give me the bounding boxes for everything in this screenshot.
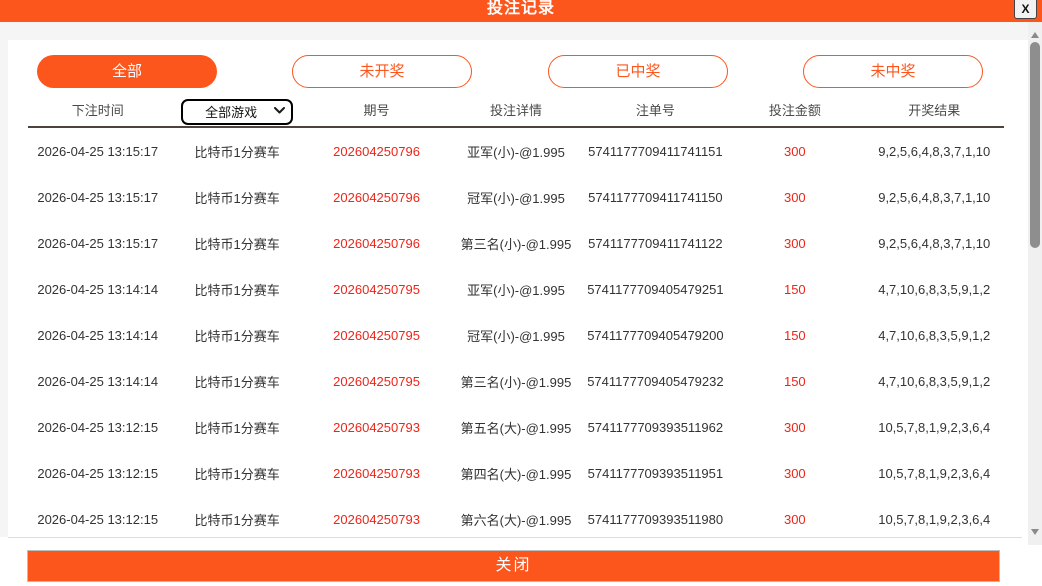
cell-bet-time: 2026-04-25 13:15:17: [37, 143, 159, 159]
table-header-row: 下注时间 全部游戏 期号 投注详情 注单号 投注金额 开奖结果: [28, 99, 1004, 128]
scrollbar-down-arrow-icon[interactable]: [1031, 529, 1039, 535]
cell-bet-time: 2026-04-25 13:14:14: [37, 281, 159, 297]
cell-result: 9,2,5,6,4,8,3,7,1,10: [878, 189, 991, 205]
close-button[interactable]: 关闭: [27, 550, 1000, 582]
cell-bet-detail: 第四名(大)-@1.995: [460, 466, 572, 482]
column-header-period: 期号: [363, 103, 390, 118]
table-row[interactable]: 2026-04-25 13:15:17 比特币1分赛车 202604250796…: [28, 128, 1004, 174]
cell-order-no: 5741177709405479232: [587, 373, 724, 389]
cell-bet-detail: 冠军(小)-@1.995: [467, 328, 565, 344]
cell-game: 比特币1分赛车: [194, 420, 280, 436]
cell-order-no: 5741177709393511980: [587, 511, 724, 527]
table-row[interactable]: 2026-04-25 13:12:15 比特币1分赛车 202604250793…: [28, 450, 1004, 496]
cell-result: 4,7,10,6,8,3,5,9,1,2: [878, 373, 991, 389]
cell-period: 202604250793: [333, 419, 420, 435]
cell-bet-time: 2026-04-25 13:14:14: [37, 373, 159, 389]
table-row[interactable]: 2026-04-25 13:14:14 比特币1分赛车 202604250795…: [28, 266, 1004, 312]
column-header-result: 开奖结果: [908, 103, 961, 118]
cell-amount: 150: [783, 327, 806, 343]
cell-game: 比特币1分赛车: [194, 374, 280, 390]
cell-amount: 300: [783, 511, 806, 527]
cell-game: 比特币1分赛车: [194, 236, 280, 252]
cell-game: 比特币1分赛车: [194, 328, 280, 344]
cell-order-no: 5741177709393511951: [587, 465, 724, 481]
cell-amount: 300: [783, 143, 806, 159]
cell-order-no: 5741177709411741151: [588, 143, 723, 159]
cell-period: 202604250795: [333, 281, 420, 297]
cell-game: 比特币1分赛车: [194, 466, 280, 482]
scrollbar-thumb[interactable]: [1030, 42, 1040, 248]
column-header-bet-amount: 投注金额: [768, 103, 821, 118]
cell-bet-time: 2026-04-25 13:12:15: [37, 419, 159, 435]
cell-bet-detail: 第三名(小)-@1.995: [460, 374, 572, 390]
cell-bet-detail: 亚军(小)-@1.995: [467, 144, 565, 160]
cell-bet-time: 2026-04-25 13:12:15: [37, 465, 159, 481]
column-header-order-no: 注单号: [635, 103, 675, 118]
cell-result: 4,7,10,6,8,3,5,9,1,2: [878, 281, 991, 297]
cell-bet-time: 2026-04-25 13:14:14: [37, 327, 159, 343]
close-x-button[interactable]: X: [1014, 0, 1037, 19]
modal-titlebar: 投注记录: [0, 0, 1042, 22]
page-background-band: [0, 22, 1042, 40]
cell-order-no: 5741177709405479251: [587, 281, 724, 297]
cell-game: 比特币1分赛车: [194, 512, 280, 528]
cell-game: 比特币1分赛车: [194, 190, 280, 206]
cell-result: 9,2,5,6,4,8,3,7,1,10: [878, 143, 991, 159]
cell-order-no: 5741177709411741150: [588, 189, 723, 205]
filter-button-lost[interactable]: 未中奖: [803, 55, 983, 88]
table-row[interactable]: 2026-04-25 13:15:17 比特币1分赛车 202604250796…: [28, 220, 1004, 266]
cell-order-no: 5741177709393511962: [587, 419, 724, 435]
cell-amount: 300: [783, 465, 806, 481]
cell-game: 比特币1分赛车: [194, 144, 280, 160]
cell-result: 4,7,10,6,8,3,5,9,1,2: [878, 327, 991, 343]
cell-bet-time: 2026-04-25 13:15:17: [37, 235, 159, 251]
scrollbar-up-arrow-icon[interactable]: [1031, 32, 1039, 38]
cell-bet-detail: 第三名(小)-@1.995: [460, 236, 572, 252]
cell-period: 202604250796: [333, 189, 420, 205]
filter-bar: 全部 未开奖 已中奖 未中奖: [8, 55, 1022, 89]
game-filter-select[interactable]: 全部游戏: [181, 99, 294, 125]
cell-bet-detail: 亚军(小)-@1.995: [467, 282, 565, 298]
cell-period: 202604250793: [333, 465, 420, 481]
table-row[interactable]: 2026-04-25 13:14:14 比特币1分赛车 202604250795…: [28, 312, 1004, 358]
column-header-bet-detail: 投注详情: [489, 103, 542, 118]
cell-bet-detail: 第六名(大)-@1.995: [460, 512, 572, 528]
cell-period: 202604250795: [333, 373, 420, 389]
page-gutter-left: [0, 22, 8, 537]
table-row[interactable]: 2026-04-25 13:12:15 比特币1分赛车 202604250793…: [28, 404, 1004, 450]
cell-game: 比特币1分赛车: [194, 282, 280, 298]
table-row[interactable]: 2026-04-25 13:12:15 比特币1分赛车 202604250793…: [28, 496, 1004, 537]
filter-button-won[interactable]: 已中奖: [548, 55, 728, 88]
cell-bet-time: 2026-04-25 13:15:17: [37, 189, 159, 205]
cell-bet-detail: 冠军(小)-@1.995: [467, 190, 565, 206]
cell-bet-detail: 第五名(大)-@1.995: [460, 420, 572, 436]
cell-amount: 300: [783, 235, 806, 251]
cell-result: 10,5,7,8,1,9,2,3,6,4: [878, 511, 991, 527]
cell-period: 202604250793: [333, 511, 420, 527]
vertical-scrollbar[interactable]: [1028, 22, 1042, 545]
cell-amount: 300: [783, 419, 806, 435]
content-panel: 全部 未开奖 已中奖 未中奖 下注时间 全部游戏 期号 投注详情 注单号 投注金…: [8, 40, 1022, 538]
cell-result: 10,5,7,8,1,9,2,3,6,4: [878, 419, 991, 435]
cell-period: 202604250795: [333, 327, 420, 343]
game-filter-wrap: 全部游戏: [167, 99, 306, 126]
table-row[interactable]: 2026-04-25 13:14:14 比特币1分赛车 202604250795…: [28, 358, 1004, 404]
column-header-bet-time: 下注时间: [71, 103, 124, 118]
cell-bet-time: 2026-04-25 13:12:15: [37, 511, 159, 527]
cell-amount: 300: [783, 189, 806, 205]
cell-order-no: 5741177709411741122: [588, 235, 723, 251]
cell-result: 9,2,5,6,4,8,3,7,1,10: [878, 235, 991, 251]
filter-button-pending[interactable]: 未开奖: [292, 55, 472, 88]
table-row[interactable]: 2026-04-25 13:15:17 比特币1分赛车 202604250796…: [28, 174, 1004, 220]
cell-order-no: 5741177709405479200: [587, 327, 724, 343]
cell-amount: 150: [783, 373, 806, 389]
cell-amount: 150: [783, 281, 806, 297]
filter-button-all[interactable]: 全部: [37, 55, 217, 88]
cell-period: 202604250796: [333, 143, 420, 159]
cell-result: 10,5,7,8,1,9,2,3,6,4: [878, 465, 991, 481]
cell-period: 202604250796: [333, 235, 420, 251]
modal-title: 投注记录: [486, 0, 555, 17]
table-body: 2026-04-25 13:15:17 比特币1分赛车 202604250796…: [28, 128, 1004, 537]
